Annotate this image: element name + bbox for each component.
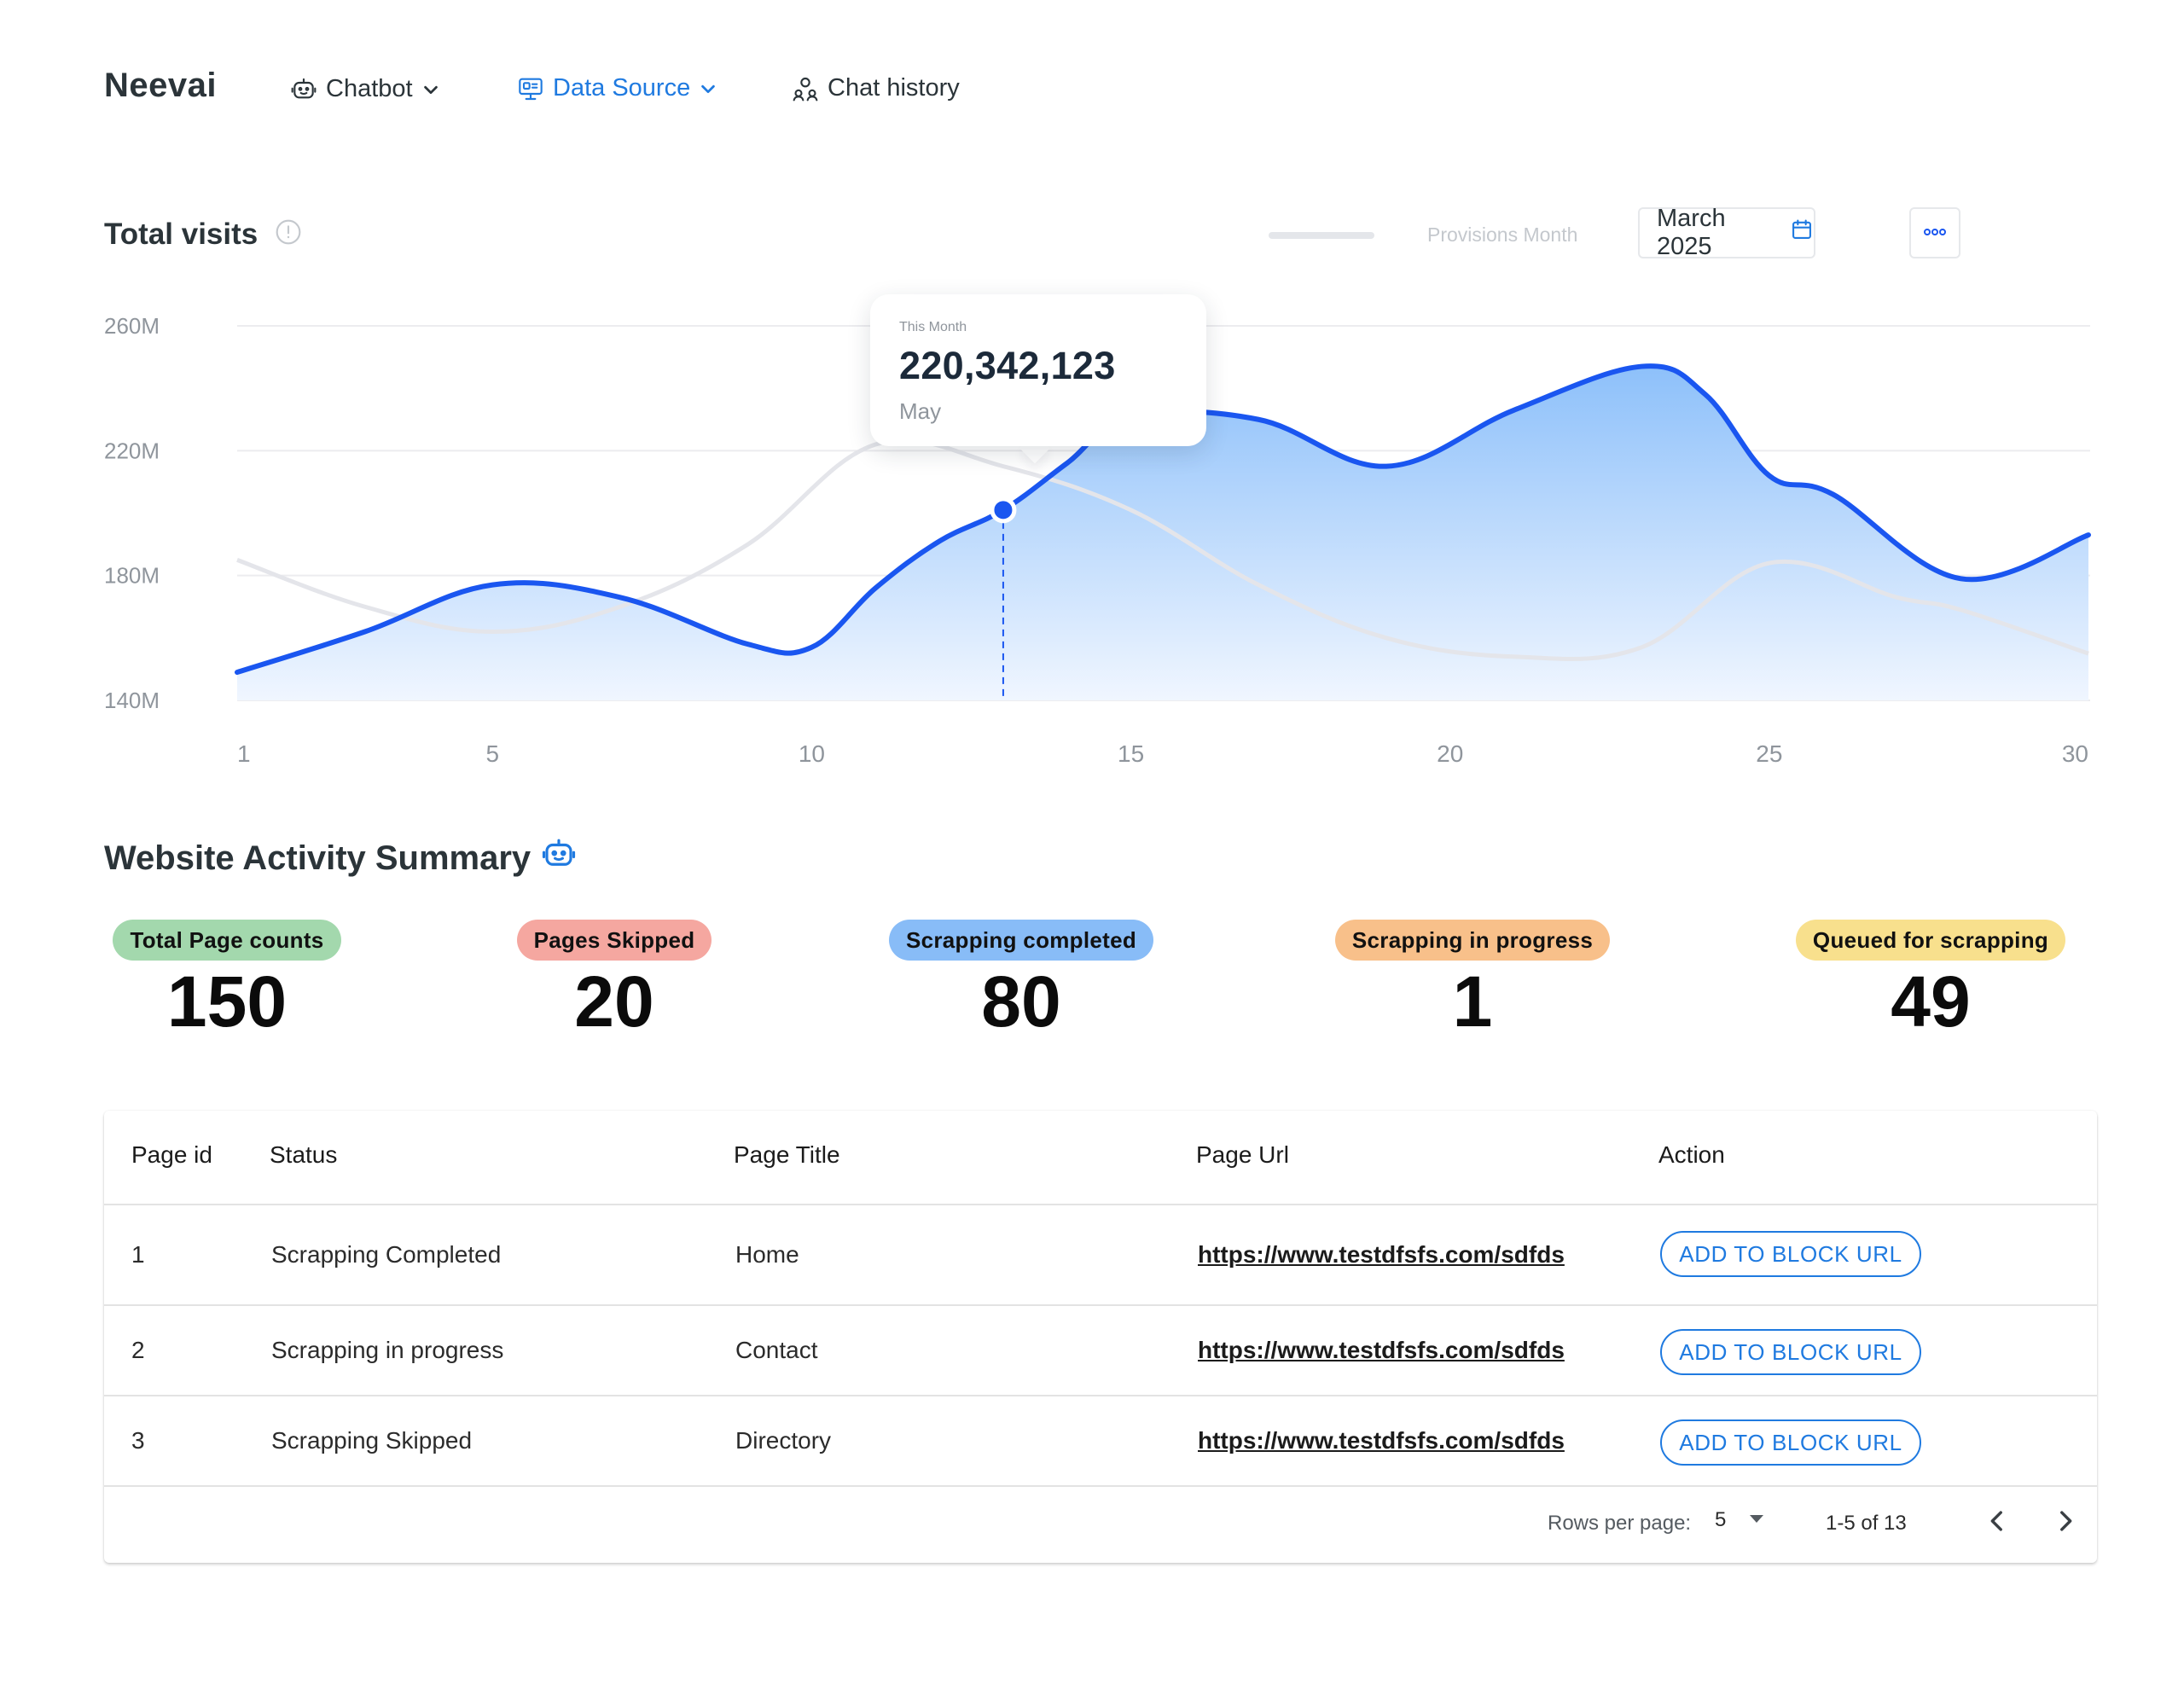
add-to-block-url-button[interactable]: ADD TO BLOCK URL [1660,1329,1921,1375]
row-divider [104,1204,2097,1205]
x-tick-label: 20 [1437,740,1463,767]
tooltip-label: This Month [899,320,967,334]
y-tick-label: 180M [104,563,160,589]
y-tick-label: 140M [104,688,160,713]
x-tick-label: 15 [1118,740,1144,767]
users-icon [792,75,819,102]
table-row: 3 Scrapping Skipped Directory https://ww… [104,1396,2097,1485]
nav-data-source-label: Data Source [553,74,691,102]
month-picker-value: March 2025 [1657,205,1726,260]
nav-chat-history[interactable]: Chat history [792,74,960,102]
cell-page-title: Home [735,1241,799,1268]
col-header-action[interactable]: Action [1658,1141,1725,1168]
x-tick-label: 1 [237,740,251,767]
cell-status: Scrapping in progress [271,1337,504,1363]
rows-per-page-select[interactable]: 5 [1715,1508,1765,1532]
series-this-month-area [237,366,2088,700]
pagination-range: 1-5 of 13 [1826,1512,1907,1535]
col-header-page-url[interactable]: Page Url [1196,1141,1289,1168]
stat-value: 150 [166,961,288,1042]
y-tick-label: 220M [104,438,160,463]
nav-chat-history-label: Chat history [828,74,960,102]
rows-per-page-value: 5 [1715,1508,1727,1531]
brand-logo-text[interactable]: Neevai [104,67,217,104]
legend-line-provisions [1269,232,1374,239]
stat-value: 1 [1452,961,1493,1042]
series-provisions-month-line [236,438,2089,662]
robot-icon [290,76,317,103]
x-tick-label: 10 [799,740,825,767]
stat-pages-skipped: Pages Skipped 20 [510,920,718,1039]
stat-badge: Queued for scrapping [1795,920,2066,961]
cell-page-id: 1 [131,1241,145,1268]
stat-scrapping-in-progress: Scrapping in progress 1 [1324,920,1621,1039]
calendar-icon [1790,218,1814,248]
stat-value: 20 [574,961,654,1042]
table-row: 2 Scrapping in progress Contact https://… [104,1306,2097,1395]
row-divider [104,1485,2097,1487]
x-tick-label: 30 [2062,740,2088,767]
stat-scrapping-completed: Scrapping completed 80 [877,920,1165,1039]
more-options-button[interactable] [1909,207,1960,258]
chevron-down-icon [421,80,440,99]
caret-down-icon [1748,1512,1765,1529]
month-picker[interactable]: March 2025 [1638,205,1815,260]
cell-page-url-link[interactable]: https://www.testdfsfs.com/sdfds [1198,1337,1565,1363]
stat-badge: Pages Skipped [516,920,712,961]
cell-page-title: Directory [735,1427,832,1454]
chart-tooltip: This Month 220,342,123 May [870,294,1206,446]
nav-chatbot-label: Chatbot [326,75,413,102]
col-header-page-id[interactable]: Page id [131,1141,212,1168]
legend-label-provisions: Provisions Month [1427,224,1578,246]
chevron-down-icon [699,79,717,98]
summary-title: Website Activity Summary [104,839,531,877]
info-icon[interactable] [275,218,302,250]
rows-per-page-label: Rows per page: [1548,1512,1692,1535]
y-tick-label: 260M [104,313,160,339]
cell-page-url-link[interactable]: https://www.testdfsfs.com/sdfds [1198,1241,1565,1268]
cell-status: Scrapping Completed [271,1241,502,1268]
col-header-page-title[interactable]: Page Title [734,1141,840,1168]
stat-badge: Scrapping in progress [1334,920,1611,961]
prev-page-button[interactable] [1983,1507,2012,1540]
stat-value: 49 [1891,961,1971,1042]
summary-section: Website Activity Summary [104,836,577,880]
tooltip-value: 220,342,123 [899,344,1116,387]
x-tick-label: 5 [486,740,500,767]
chevron-right-icon [2051,1511,2080,1539]
row-divider [104,1304,2097,1306]
chevron-left-icon [1983,1511,2012,1539]
x-tick-label: 25 [1756,740,1782,767]
nav-chatbot[interactable]: Chatbot [290,75,440,103]
highlight-point [990,496,1017,524]
stat-badge: Scrapping completed [888,920,1154,961]
col-header-status[interactable]: Status [270,1141,338,1168]
row-divider [104,1395,2097,1396]
cell-page-url-link[interactable]: https://www.testdfsfs.com/sdfds [1198,1427,1565,1454]
add-to-block-url-button[interactable]: ADD TO BLOCK URL [1660,1419,1921,1466]
add-to-block-url-button[interactable]: ADD TO BLOCK URL [1660,1231,1921,1277]
cell-status: Scrapping Skipped [271,1427,473,1454]
next-page-button[interactable] [2051,1507,2080,1540]
cell-page-id: 2 [131,1337,145,1363]
pages-table: Page id Status Page Title Page Url Actio… [104,1111,2097,1563]
total-visits-title: Total visits [104,218,258,251]
cell-page-id: 3 [131,1427,145,1454]
stat-queued-for-scrapping: Queued for scrapping 49 [1774,920,2087,1039]
stat-badge: Total Page counts [113,920,341,961]
cell-page-title: Contact [735,1337,818,1363]
tooltip-sub: May [899,398,942,424]
stat-value: 80 [981,961,1061,1042]
monitor-icon [517,75,544,102]
robot-icon [541,836,577,880]
nav-data-source[interactable]: Data Source [517,74,717,102]
table-row: 1 Scrapping Completed Home https://www.t… [104,1205,2097,1304]
stat-total-pages: Total Page counts 150 [104,920,350,1039]
more-dots-icon [1923,225,1947,241]
